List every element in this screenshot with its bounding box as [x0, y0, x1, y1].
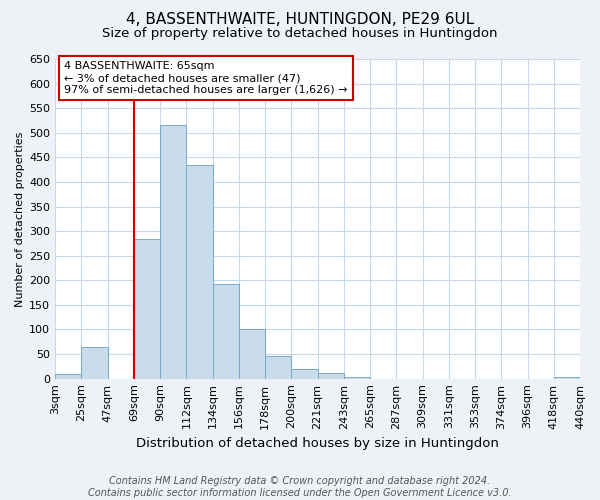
Text: 4, BASSENTHWAITE, HUNTINGDON, PE29 6UL: 4, BASSENTHWAITE, HUNTINGDON, PE29 6UL [126, 12, 474, 28]
Text: Contains HM Land Registry data © Crown copyright and database right 2024.
Contai: Contains HM Land Registry data © Crown c… [88, 476, 512, 498]
X-axis label: Distribution of detached houses by size in Huntingdon: Distribution of detached houses by size … [136, 437, 499, 450]
Bar [265, 356, 292, 378]
Bar [187, 164, 212, 378]
Text: Size of property relative to detached houses in Huntingdon: Size of property relative to detached ho… [102, 28, 498, 40]
Bar [160, 126, 187, 378]
Bar [212, 284, 239, 378]
Bar [239, 328, 265, 378]
Bar [134, 238, 160, 378]
Bar [554, 377, 580, 378]
Y-axis label: Number of detached properties: Number of detached properties [15, 131, 25, 306]
Text: 4 BASSENTHWAITE: 65sqm
← 3% of detached houses are smaller (47)
97% of semi-deta: 4 BASSENTHWAITE: 65sqm ← 3% of detached … [64, 62, 348, 94]
Bar [82, 346, 107, 378]
Bar [55, 374, 82, 378]
Bar [292, 370, 317, 378]
Bar [317, 373, 344, 378]
Bar [344, 377, 370, 378]
